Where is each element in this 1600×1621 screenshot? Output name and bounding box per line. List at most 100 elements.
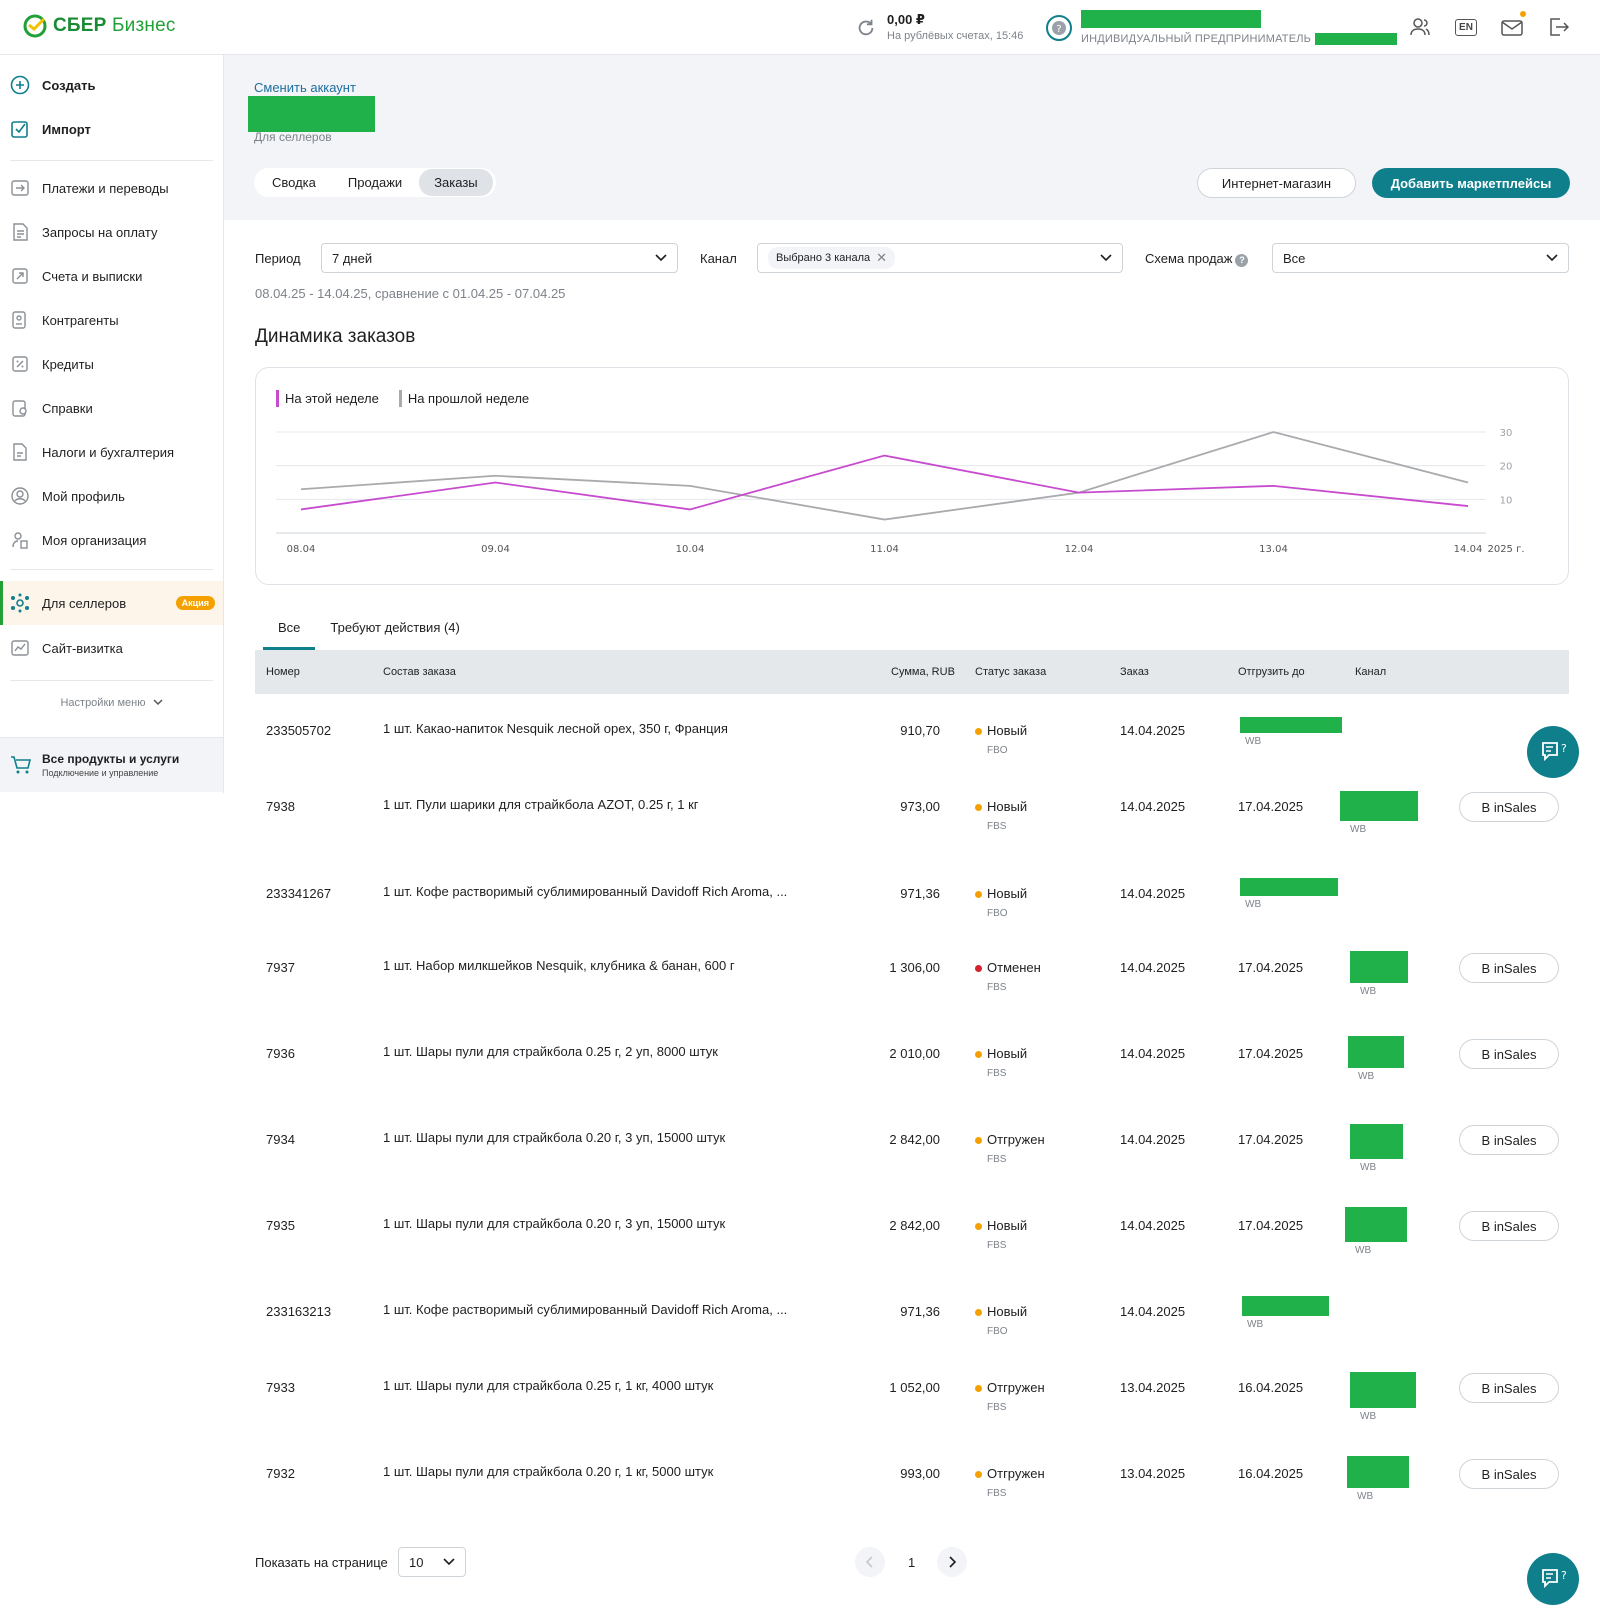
sales-scheme: FBO — [987, 908, 1008, 919]
open-in-insales-button[interactable]: В inSales — [1459, 1211, 1559, 1241]
online-shop-button[interactable]: Интернет-магазин — [1197, 168, 1356, 198]
lang-icon[interactable]: EN — [1454, 15, 1478, 39]
open-in-insales-button[interactable]: В inSales — [1459, 1039, 1559, 1069]
col-sum[interactable]: Сумма, RUB — [891, 666, 955, 678]
profile-icon — [10, 486, 30, 506]
sber-logo-icon — [23, 14, 47, 38]
logout-icon[interactable] — [1546, 15, 1570, 39]
sidebar-item-taxes[interactable]: Налоги и бухгалтерия — [0, 433, 223, 471]
order-number[interactable]: 7932 — [266, 1466, 295, 1481]
organization-switcher[interactable]: ? ИНДИВИДУАЛЬНЫЙ ПРЕДПРИНИМАТЕЛЬ — [1045, 10, 1398, 45]
menu-settings[interactable]: Настройки меню — [0, 697, 223, 709]
period-select[interactable]: 7 дней — [321, 243, 678, 273]
sidebar-item-website[interactable]: Сайт-визитка — [0, 629, 223, 667]
users-icon[interactable] — [1408, 15, 1432, 39]
table-row[interactable]: 7936 1 шт. Шары пули для страйкбола 0.25 … — [255, 1010, 1569, 1096]
lang-switch[interactable]: EN — [1455, 18, 1477, 36]
chat-help-button[interactable]: ? — [1527, 1553, 1579, 1605]
sidebar-item-credits[interactable]: Кредиты — [0, 345, 223, 383]
sber-business-logo[interactable]: СБЕР Бизнес — [23, 14, 176, 38]
col-status[interactable]: Статус заказа — [975, 666, 1047, 678]
x-tick-label: 13.04 — [1259, 544, 1288, 555]
sidebar-item-label: Мой профиль — [42, 488, 125, 504]
table-row[interactable]: 233341267 1 шт. Кофе растворимый сублимир… — [255, 850, 1569, 936]
sidebar-item-payments[interactable]: Платежи и переводы — [0, 169, 223, 207]
col-channel[interactable]: Канал — [1355, 666, 1387, 678]
ship-by-date: 17.04.2025 — [1238, 960, 1304, 975]
chat-help-icon: ? — [1542, 742, 1566, 762]
series-line-last-week[interactable] — [300, 431, 1469, 521]
prev-page-button[interactable] — [855, 1547, 885, 1577]
scheme-select[interactable]: Все — [1272, 243, 1569, 273]
sidebar-item-import[interactable]: Импорт — [0, 110, 223, 148]
col-ship-by[interactable]: Отгрузить до — [1238, 666, 1305, 678]
refresh-icon[interactable] — [855, 17, 877, 39]
tab-require-action[interactable]: Требуют действия (4) — [330, 620, 460, 635]
col-number[interactable]: Номер — [266, 666, 300, 678]
channel-label: WB — [1355, 1245, 1372, 1256]
col-order-date[interactable]: Заказ — [1120, 666, 1149, 678]
legend-item-last-week[interactable]: На прошлой неделе — [398, 390, 529, 407]
open-in-insales-button[interactable]: В inSales — [1459, 1125, 1559, 1155]
add-marketplaces-button[interactable]: Добавить маркетплейсы — [1372, 168, 1570, 198]
channel-label: WB — [1358, 1071, 1375, 1082]
logo-text-sber: СБЕР — [53, 15, 107, 36]
open-in-insales-button[interactable]: В inSales — [1459, 1373, 1559, 1403]
chevron-down-icon — [1546, 254, 1558, 262]
order-number[interactable]: 233505702 — [266, 723, 332, 738]
current-page[interactable]: 1 — [908, 1555, 916, 1570]
channel-chip[interactable]: Выбрано 3 канала ✕ — [768, 247, 896, 269]
website-icon — [10, 638, 30, 658]
order-number[interactable]: 233163213 — [266, 1304, 332, 1319]
table-row[interactable]: 7932 1 шт. Шары пули для страйкбола 0.20 … — [255, 1430, 1569, 1516]
sidebar-item-sellers[interactable]: Для селлеров Акция — [0, 581, 223, 625]
chat-help-button[interactable]: ? — [1527, 726, 1579, 778]
order-number[interactable]: 7938 — [266, 799, 295, 814]
status-dot — [975, 1051, 982, 1059]
order-number[interactable]: 7937 — [266, 960, 295, 975]
balance-widget[interactable]: 0,00 ₽ На рублёвых счетах, 15:46 — [855, 12, 1023, 42]
legend-item-this-week[interactable]: На этой неделе — [276, 390, 379, 407]
switch-account-link[interactable]: Сменить аккаунт — [254, 80, 356, 95]
order-number[interactable]: 7936 — [266, 1046, 295, 1061]
sidebar-item-organization[interactable]: Моя организация — [0, 521, 223, 559]
table-row[interactable]: 7938 1 шт. Пули шарики для страйкбола AZO… — [255, 763, 1569, 849]
sidebar-item-accounts[interactable]: Счета и выписки — [0, 257, 223, 295]
table-row[interactable]: 7937 1 шт. Набор милкшейков Nesquik, клуб… — [255, 924, 1569, 1010]
sidebar-item-profile[interactable]: Мой профиль — [0, 477, 223, 515]
channel-logo-redacted — [1340, 791, 1418, 821]
table-row[interactable]: 7933 1 шт. Шары пули для страйкбола 0.25 … — [255, 1344, 1569, 1430]
col-items[interactable]: Состав заказа — [383, 666, 456, 678]
next-page-button[interactable] — [937, 1547, 967, 1577]
tab-sales[interactable]: Продажи — [347, 175, 403, 190]
legend-swatch — [398, 390, 402, 407]
order-number[interactable]: 7935 — [266, 1218, 295, 1233]
per-page-select[interactable]: 10 — [398, 1547, 466, 1577]
all-products-button[interactable]: Все продукты и услуги Подключение и упра… — [0, 737, 223, 792]
close-icon[interactable]: ✕ — [876, 250, 888, 265]
tab-summary[interactable]: Сводка — [272, 175, 316, 190]
open-in-insales-button[interactable]: В inSales — [1459, 953, 1559, 983]
table-row[interactable]: 7934 1 шт. Шары пули для страйкбола 0.20 … — [255, 1096, 1569, 1182]
sidebar-item-payment-requests[interactable]: Запросы на оплату — [0, 213, 223, 251]
tab-orders[interactable]: Заказы — [419, 169, 493, 196]
sidebar-item-certificates[interactable]: Справки — [0, 389, 223, 427]
sidebar-item-create[interactable]: Создать — [0, 66, 223, 104]
order-number[interactable]: 7934 — [266, 1132, 295, 1147]
channel-label: WB — [1360, 1411, 1377, 1422]
order-number[interactable]: 233341267 — [266, 886, 332, 901]
open-in-insales-button[interactable]: В inSales — [1459, 1459, 1559, 1489]
table-row[interactable]: 233505702 1 шт. Какао-напиток Nesquik лес… — [255, 687, 1569, 773]
ship-by-date: 17.04.2025 — [1238, 1132, 1304, 1147]
notifications-icon[interactable] — [1500, 11, 1526, 39]
table-row[interactable]: 7935 1 шт. Шары пули для страйкбола 0.20 … — [255, 1182, 1569, 1268]
help-icon[interactable]: ? — [1235, 254, 1249, 267]
order-number[interactable]: 7933 — [266, 1380, 295, 1395]
open-in-insales-button[interactable]: В inSales — [1459, 792, 1559, 822]
tab-all[interactable]: Все — [263, 620, 316, 650]
chevron-down-icon — [443, 1558, 455, 1566]
sidebar-item-counterparties[interactable]: Контрагенты — [0, 301, 223, 339]
channel-select[interactable]: Выбрано 3 канала ✕ — [757, 243, 1123, 273]
series-line-this-week[interactable] — [300, 454, 1469, 511]
table-row[interactable]: 233163213 1 шт. Кофе растворимый сублимир… — [255, 1268, 1569, 1354]
